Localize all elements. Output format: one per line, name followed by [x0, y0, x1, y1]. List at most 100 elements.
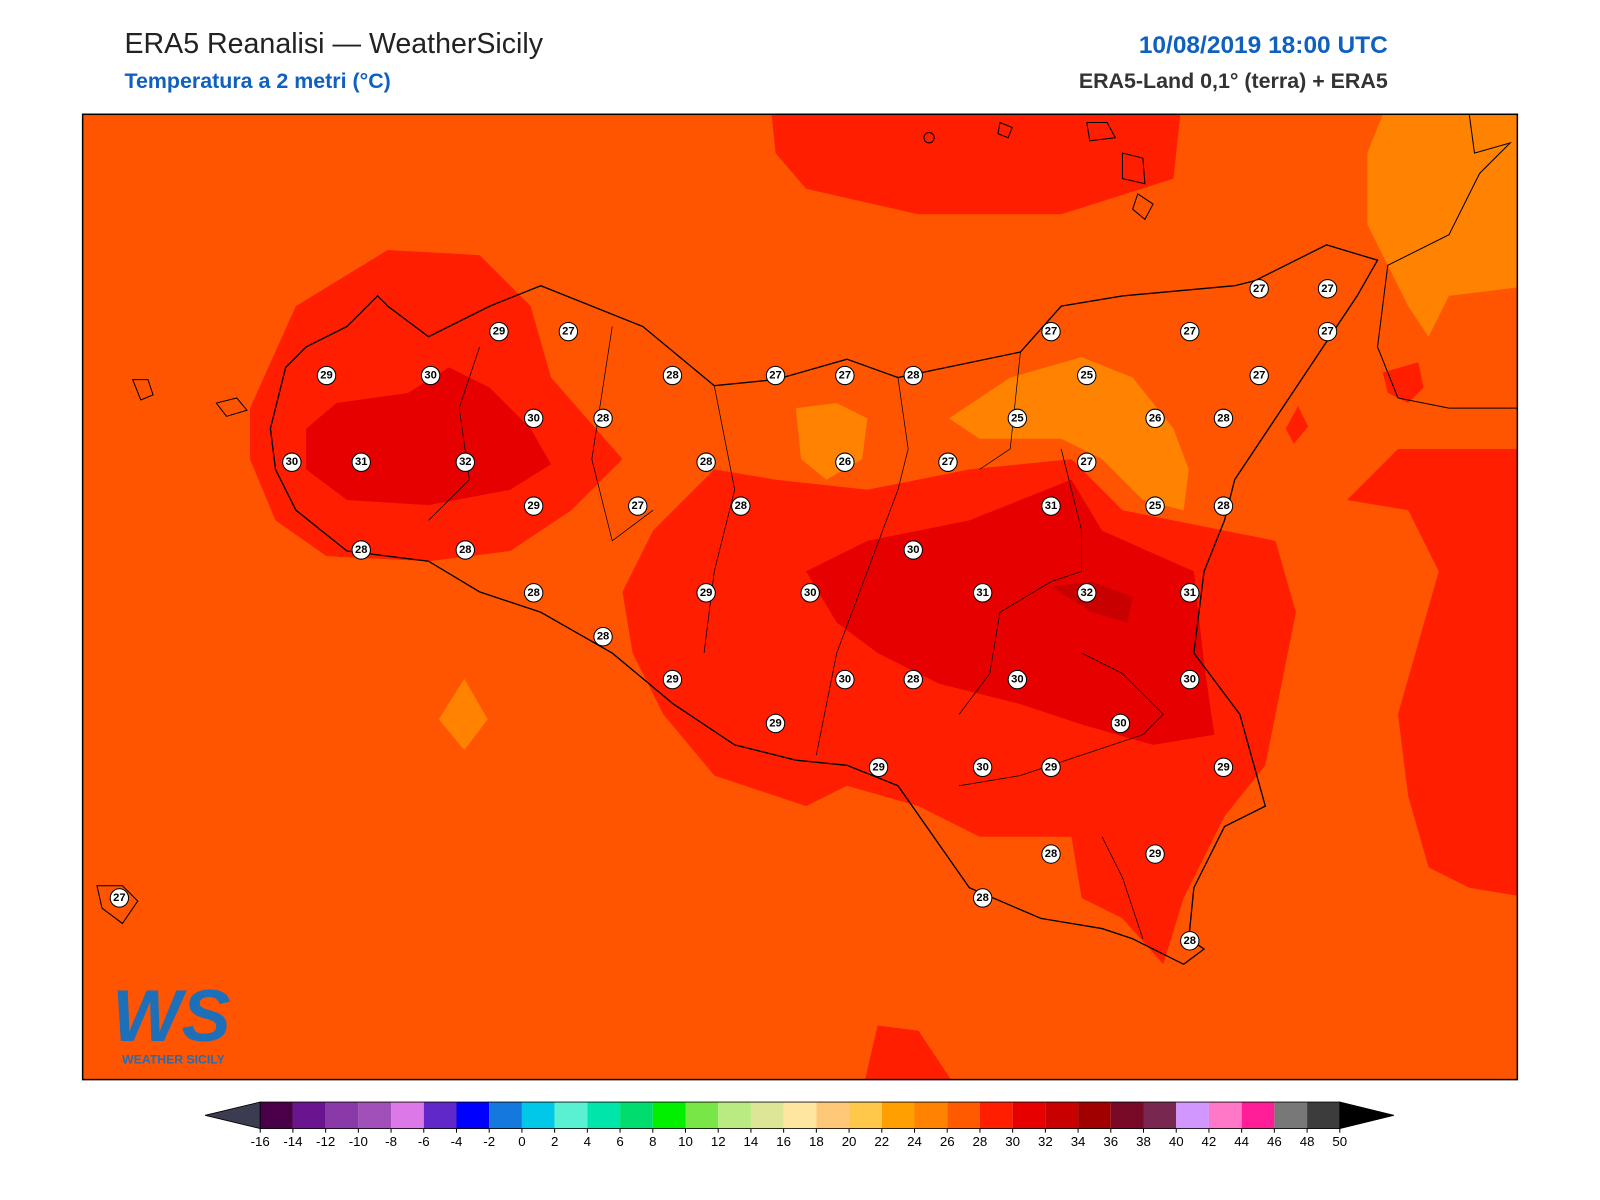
colorbar-tick-label: 40 [1169, 1134, 1184, 1149]
station-marker [662, 669, 683, 690]
station-value: 27 [562, 326, 574, 338]
datetime: 10/08/2019 18:00 UTC [1139, 32, 1388, 59]
station-value: 25 [1080, 370, 1092, 382]
station-marker [1041, 321, 1061, 342]
colorbar-bin [849, 1102, 882, 1129]
field-region [1382, 362, 1424, 404]
station-marker [1317, 321, 1338, 342]
colorbar-frame [259, 1101, 1341, 1129]
logo-name: WEATHER SICILY [122, 1052, 225, 1066]
station-marker [903, 365, 923, 386]
station-marker [351, 452, 371, 472]
station-value: 27 [1321, 283, 1333, 295]
colorbar-tick-label: 26 [940, 1134, 955, 1149]
station-marker [1213, 757, 1234, 778]
station-marker [1180, 321, 1200, 342]
station-value: 30 [804, 587, 816, 599]
colorbar-tick-label: 8 [649, 1134, 656, 1149]
station-value: 30 [907, 544, 919, 556]
station-value: 27 [1080, 456, 1092, 468]
station-value: 27 [1253, 283, 1265, 295]
colorbar-tick-label: 16 [776, 1134, 791, 1149]
station-value: 27 [942, 456, 954, 468]
colorbar-tick-label: 50 [1332, 1134, 1347, 1149]
station-value: 29 [769, 717, 781, 729]
map-frame [81, 113, 1519, 1081]
colorbar-tick-label: -16 [251, 1134, 270, 1149]
station-marker [696, 583, 716, 603]
station-value: 29 [493, 326, 505, 338]
colorbar-bin [1078, 1102, 1111, 1129]
station-marker [1249, 279, 1269, 299]
colorbar-tick-label: -10 [349, 1134, 368, 1149]
station-value: 30 [839, 674, 851, 686]
colorbar-tick-label: 38 [1136, 1134, 1151, 1149]
colorbar-tick-label: -2 [483, 1134, 495, 1149]
colorbar-tick-label: 28 [973, 1134, 988, 1149]
islands [96, 121, 1154, 925]
station-marker [1077, 583, 1097, 603]
station-marker [523, 583, 544, 603]
station-marker [1041, 844, 1061, 864]
station-value: 30 [527, 412, 539, 424]
station-marker [731, 496, 751, 516]
station-marker [523, 496, 544, 516]
colorbar-bin [1241, 1102, 1275, 1129]
station-value: 31 [1184, 587, 1196, 599]
colorbar-bin [260, 1102, 293, 1129]
station-marker [1041, 496, 1061, 516]
station-marker [489, 321, 509, 342]
station-marker [1213, 496, 1234, 516]
station-marker [628, 496, 648, 516]
station-marker [558, 321, 579, 342]
station-value: 27 [113, 892, 125, 904]
station-marker [1317, 279, 1338, 299]
colorbar-bin [620, 1102, 653, 1129]
coastline [269, 244, 1379, 966]
colorbar-bin [391, 1102, 424, 1129]
station-marker [800, 583, 820, 603]
colorbar-tick-label: 34 [1071, 1134, 1086, 1149]
colorbar-bin [358, 1102, 392, 1129]
station-value: 29 [320, 370, 332, 382]
station-marker [765, 365, 786, 386]
coastline [1377, 115, 1518, 409]
colorbar-tick-label: 44 [1234, 1134, 1249, 1149]
station-value: 29 [872, 761, 884, 773]
colorbar-tick-label: 42 [1202, 1134, 1217, 1149]
station-marker [316, 365, 337, 386]
station-marker [835, 365, 855, 386]
station-value: 27 [839, 370, 851, 382]
station-value: 30 [424, 370, 436, 382]
station-value: 28 [527, 587, 539, 599]
colorbar-tick-label: 14 [744, 1134, 759, 1149]
station-marker [835, 452, 855, 472]
colorbar-bin [1307, 1102, 1340, 1129]
field-region [771, 114, 1181, 215]
station-marker [1213, 408, 1234, 429]
colorbar-bin [1012, 1102, 1046, 1129]
station-value: 28 [666, 370, 678, 382]
colorbar-tick-label: 20 [842, 1134, 857, 1149]
station-marker [1077, 452, 1097, 472]
colorbar-tick-label: 24 [907, 1134, 922, 1149]
colorbar-bin [292, 1102, 326, 1129]
station-value: 30 [1184, 674, 1196, 686]
station-marker [455, 540, 475, 560]
station-marker [1007, 669, 1028, 690]
station-marker [938, 452, 958, 472]
station-value: 30 [1011, 674, 1023, 686]
colorbar-tick-label: 30 [1005, 1134, 1020, 1149]
colorbar-bin [1176, 1102, 1209, 1129]
colorbar-bin [325, 1102, 359, 1129]
station-marker [1145, 408, 1165, 429]
colorbar-bin [881, 1102, 915, 1129]
colorbar-tick-label: 10 [678, 1134, 693, 1149]
station-marker [903, 540, 923, 560]
field-region [1367, 114, 1518, 337]
map-area: 29 27 29 30 28 27 27 28 27 27 27 27 27 25 27 30 28 25 26 28… [82, 114, 1518, 1080]
subtitle: Temperatura a 2 metri (°C) [124, 69, 390, 93]
station-value: 31 [355, 456, 367, 468]
